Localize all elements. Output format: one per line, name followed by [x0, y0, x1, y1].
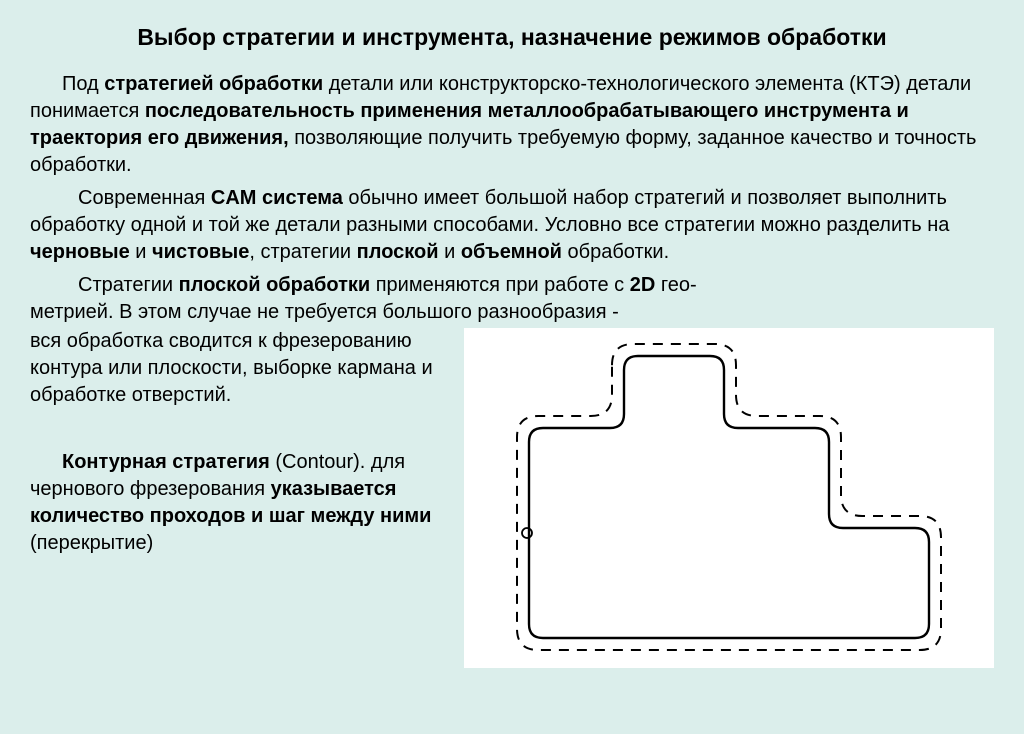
term-contour: Контурная стратегия — [62, 451, 270, 473]
contour-diagram — [469, 328, 989, 668]
page-title: Выбор стратегии и инструмента, назначени… — [30, 22, 994, 53]
term-flat-strategy: плоской обработки — [179, 274, 371, 296]
text: метрией. В этом случае не требуется боль… — [30, 301, 619, 323]
term-strategy: стратегией обработки — [104, 73, 323, 95]
text: и — [439, 241, 461, 263]
text: и — [130, 241, 152, 263]
text: Стратегии — [78, 274, 179, 296]
text: (перекрытие) — [30, 532, 153, 554]
paragraph-cam: Современная CAM система обычно имеет бол… — [30, 185, 994, 266]
text: обработки. — [562, 241, 669, 263]
text: применяются при работе с — [370, 274, 630, 296]
text: , стратегии — [249, 241, 356, 263]
lead-in-marker — [522, 528, 532, 538]
slide: Выбор стратегии и инструмента, назначени… — [0, 0, 1024, 734]
left-column: вся обработка сводится к фрезе­рованию к… — [30, 328, 450, 668]
paragraph-flat-intro: Стратегии плоской обработки применяются … — [30, 272, 994, 299]
paragraph-milling: вся обработка сводится к фрезе­рованию к… — [30, 328, 450, 409]
term-volume: объемной — [461, 241, 562, 263]
paragraph-contour: Контурная стратегия (Contour). для черно… — [30, 449, 450, 557]
term-cam: CAM система — [211, 187, 343, 209]
term-flat: плоской — [357, 241, 439, 263]
term-finish: чистовые — [152, 241, 249, 263]
contour-dashed-outer — [517, 344, 941, 650]
term-rough: черновые — [30, 241, 130, 263]
diagram-panel — [464, 328, 994, 668]
paragraph-strategy-def: Под стратегией обработки детали или конс… — [30, 71, 994, 179]
contour-solid — [529, 356, 929, 638]
text: гео- — [655, 274, 696, 296]
term-2d: 2D — [630, 274, 656, 296]
two-column-area: вся обработка сводится к фрезе­рованию к… — [30, 328, 994, 668]
text: Современная — [78, 187, 211, 209]
text: Под — [62, 73, 104, 95]
text: вся обработка сводится к фрезе­рованию к… — [30, 330, 433, 406]
paragraph-flat-cont: метрией. В этом случае не требуется боль… — [30, 299, 994, 326]
